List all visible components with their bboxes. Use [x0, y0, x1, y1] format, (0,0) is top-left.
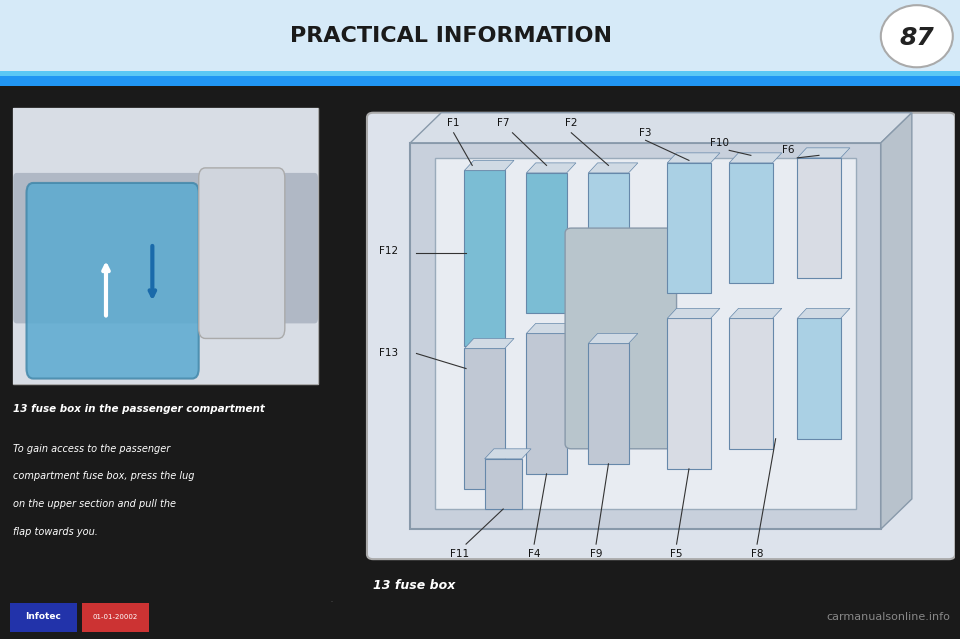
FancyBboxPatch shape — [526, 173, 566, 313]
FancyBboxPatch shape — [565, 228, 677, 449]
FancyBboxPatch shape — [13, 108, 318, 383]
Text: F2: F2 — [565, 118, 578, 128]
Text: flap towards you.: flap towards you. — [13, 527, 98, 537]
FancyBboxPatch shape — [465, 348, 505, 489]
Text: F9: F9 — [589, 549, 602, 559]
Text: F1: F1 — [447, 118, 460, 128]
Text: Infotec: Infotec — [25, 612, 61, 621]
FancyBboxPatch shape — [667, 318, 710, 469]
FancyBboxPatch shape — [82, 603, 149, 633]
Text: PRACTICAL INFORMATION: PRACTICAL INFORMATION — [290, 26, 612, 46]
Polygon shape — [465, 160, 514, 171]
FancyBboxPatch shape — [588, 344, 629, 464]
Polygon shape — [667, 153, 720, 163]
FancyBboxPatch shape — [199, 168, 285, 339]
Polygon shape — [588, 334, 637, 344]
Text: 87: 87 — [900, 26, 934, 50]
Polygon shape — [410, 112, 912, 142]
Polygon shape — [730, 153, 781, 163]
Text: F10: F10 — [710, 138, 730, 148]
FancyBboxPatch shape — [0, 0, 960, 86]
Polygon shape — [798, 148, 850, 158]
Text: F13: F13 — [379, 348, 398, 358]
Text: F7: F7 — [497, 118, 510, 128]
FancyBboxPatch shape — [730, 318, 773, 449]
FancyBboxPatch shape — [465, 171, 505, 346]
FancyBboxPatch shape — [27, 183, 199, 378]
Text: F6: F6 — [781, 145, 794, 155]
FancyBboxPatch shape — [13, 173, 318, 323]
Text: 13 fuse box in the passenger compartment: 13 fuse box in the passenger compartment — [13, 404, 265, 413]
Polygon shape — [588, 163, 637, 173]
Text: 01-01-20002: 01-01-20002 — [92, 613, 138, 620]
Polygon shape — [465, 339, 514, 348]
FancyBboxPatch shape — [730, 163, 773, 283]
FancyBboxPatch shape — [526, 334, 566, 474]
Text: F12: F12 — [379, 245, 398, 256]
Polygon shape — [526, 163, 576, 173]
Bar — [0, 76, 960, 86]
Text: F4: F4 — [528, 549, 540, 559]
FancyBboxPatch shape — [10, 603, 77, 633]
FancyBboxPatch shape — [798, 158, 841, 278]
FancyBboxPatch shape — [367, 112, 955, 559]
Polygon shape — [730, 309, 781, 318]
Text: To gain access to the passenger: To gain access to the passenger — [13, 443, 171, 454]
Polygon shape — [435, 158, 856, 509]
FancyBboxPatch shape — [798, 318, 841, 439]
Text: F8: F8 — [751, 549, 763, 559]
FancyBboxPatch shape — [485, 459, 522, 509]
Text: F5: F5 — [670, 549, 683, 559]
Polygon shape — [526, 323, 576, 334]
Polygon shape — [485, 449, 531, 459]
FancyBboxPatch shape — [588, 173, 629, 293]
Ellipse shape — [881, 5, 952, 67]
Text: on the upper section and pull the: on the upper section and pull the — [13, 499, 177, 509]
Polygon shape — [881, 112, 912, 529]
Text: F11: F11 — [450, 549, 469, 559]
Text: carmanualsonline.info: carmanualsonline.info — [827, 612, 950, 622]
Text: 13 fuse box: 13 fuse box — [373, 579, 456, 592]
FancyBboxPatch shape — [667, 163, 710, 293]
Text: compartment fuse box, press the lug: compartment fuse box, press the lug — [13, 472, 195, 481]
Polygon shape — [667, 309, 720, 318]
Polygon shape — [410, 142, 881, 529]
Bar — [0, 71, 960, 76]
Polygon shape — [798, 309, 850, 318]
FancyBboxPatch shape — [13, 108, 318, 383]
Text: F3: F3 — [639, 128, 652, 138]
